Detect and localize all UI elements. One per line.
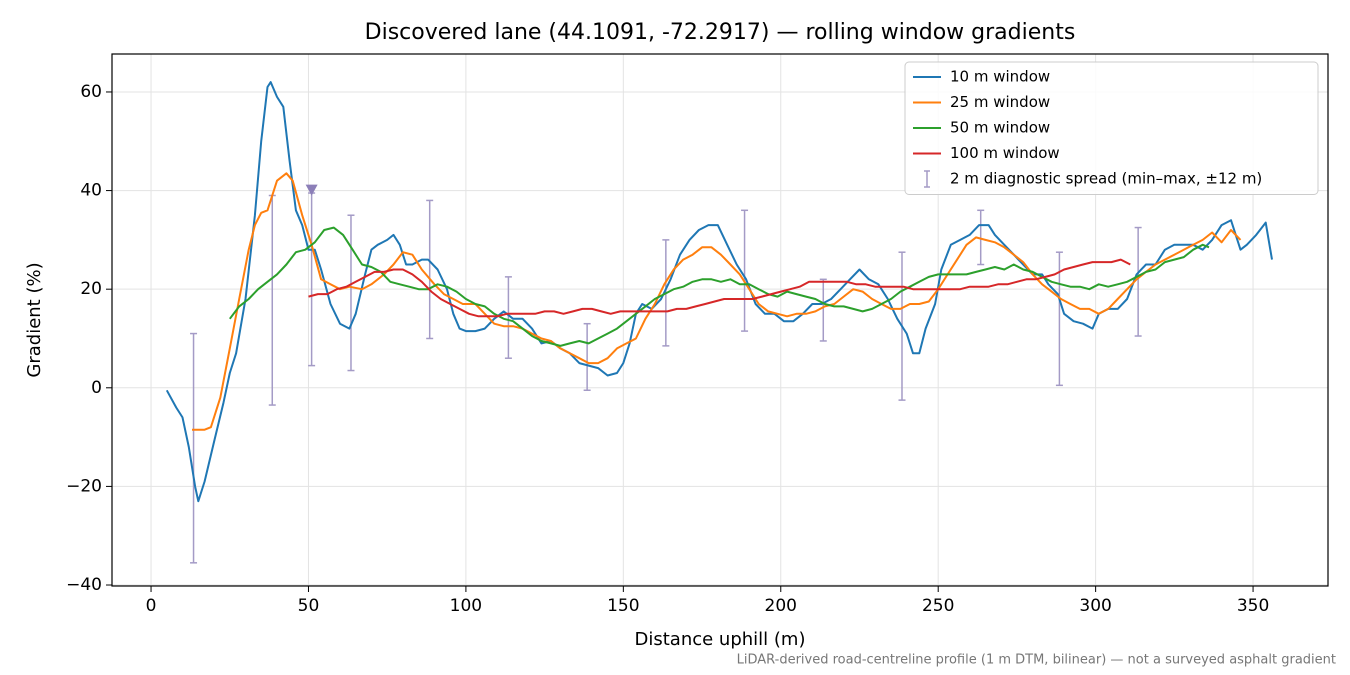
clip-marker <box>305 184 318 196</box>
line-series <box>165 81 1273 503</box>
x-tick-label: 200 <box>765 596 797 616</box>
y-axis-label: Gradient (%) <box>24 262 45 377</box>
legend-label: 25 m window <box>950 93 1050 111</box>
x-tick-label: 0 <box>146 596 157 616</box>
line-series <box>192 172 1242 431</box>
error-bar <box>583 322 591 392</box>
line-series <box>308 258 1131 318</box>
x-tick-label: 150 <box>607 596 639 616</box>
y-tick-label: −20 <box>66 476 102 496</box>
y-tick-label: 60 <box>80 82 102 102</box>
error-bar <box>819 278 827 342</box>
y-tick-label: −40 <box>66 575 102 595</box>
x-tick-label: 350 <box>1237 596 1269 616</box>
x-tick-label: 100 <box>450 596 482 616</box>
line-series <box>229 226 1210 347</box>
error-bar <box>190 332 198 564</box>
x-tick-label: 250 <box>922 596 954 616</box>
y-tick-label: 40 <box>80 181 102 201</box>
error-bar <box>308 192 316 367</box>
x-tick-label: 300 <box>1079 596 1111 616</box>
legend-label: 2 m diagnostic spread (min–max, ±12 m) <box>950 170 1262 188</box>
y-tick-label: 20 <box>80 279 102 299</box>
x-axis-label: Distance uphill (m) <box>635 629 806 650</box>
error-bar <box>268 194 276 406</box>
y-tick-label: 0 <box>91 378 102 398</box>
footnote: LiDAR-derived road-centreline profile (1… <box>737 653 1336 668</box>
x-tick-label: 50 <box>298 596 320 616</box>
error-bar <box>426 199 434 340</box>
legend-label: 100 m window <box>950 144 1060 162</box>
error-bar <box>1134 226 1142 337</box>
error-bar <box>1055 251 1063 387</box>
error-bar <box>347 214 355 372</box>
error-bar <box>741 209 749 332</box>
error-bar <box>504 276 512 359</box>
error-bar <box>977 209 985 266</box>
chart-title: Discovered lane (44.1091, -72.2917) — ro… <box>365 20 1076 45</box>
legend-label: 50 m window <box>950 119 1050 137</box>
legend-label: 10 m window <box>950 68 1050 86</box>
plot-frame <box>111 53 1329 587</box>
legend-box <box>904 61 1319 195</box>
